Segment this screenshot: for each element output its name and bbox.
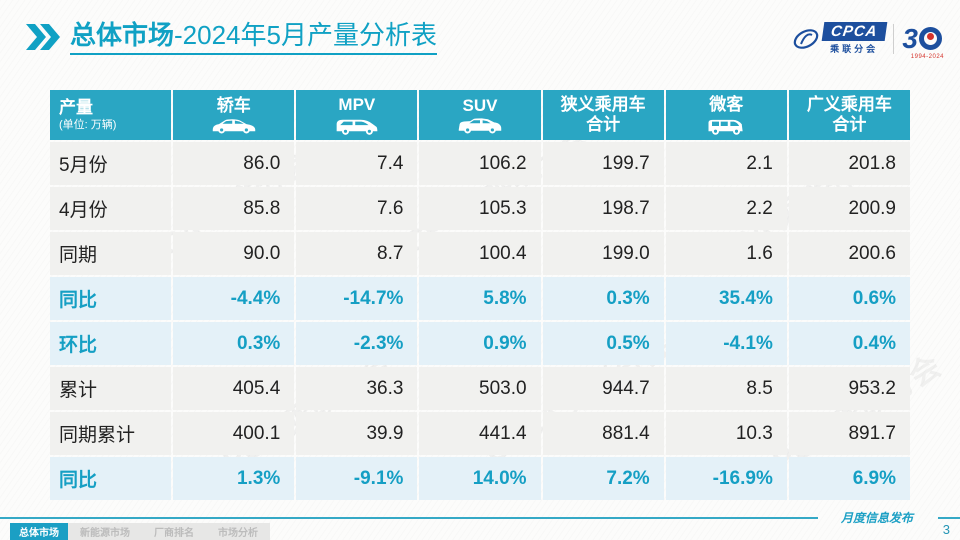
table-row: 累计 405.4 36.3 503.0 944.7 8.5 953.2 xyxy=(50,367,910,410)
header-cell-narrow-pv: 狭义乘用车 合计 xyxy=(542,90,664,140)
header-cell-suv: SUV xyxy=(419,90,541,140)
microvan-icon xyxy=(708,119,743,135)
mpv-icon xyxy=(336,119,378,135)
header-cell-metric: 产量 (单位: 万辆) xyxy=(50,90,172,140)
tab-overall-market[interactable]: 总体市场 xyxy=(10,523,68,540)
footer-rule xyxy=(0,517,818,519)
tab-market-analysis[interactable]: 市场分析 xyxy=(218,528,258,539)
cpca-wordmark: CPCA xyxy=(821,22,887,41)
table-header-row: 产量 (单位: 万辆) 轿车 MPV xyxy=(50,90,910,140)
cpca-logo: CPCA 乘联分会 xyxy=(793,22,887,55)
logo-divider xyxy=(893,23,895,54)
anniversary-digit: 3 xyxy=(902,22,918,54)
header: 总体市场-2024年5月产量分析表 CPCA 乘联分会 3 1994-2024 xyxy=(26,20,943,60)
tab-nev-market[interactable]: 新能源市场 xyxy=(80,528,130,539)
table-row: 同期累计 400.1 39.9 441.4 881.4 10.3 891.7 xyxy=(50,412,910,455)
table-row: 4月份 85.8 7.6 105.3 198.7 2.2 200.9 xyxy=(50,187,910,230)
anniversary-dot-icon xyxy=(927,33,934,40)
footer-rule-right xyxy=(938,517,960,519)
footer-tabstrip: 新能源市场 厂商排名 市场分析 xyxy=(68,523,270,540)
table-row-mom: 环比 0.3% -2.3% 0.9% 0.5% -4.1% 0.4% xyxy=(50,322,910,365)
suv-icon xyxy=(458,118,502,134)
footer-tabbar: 总体市场 新能源市场 厂商排名 市场分析 xyxy=(10,523,270,540)
header-cell-broad-pv: 广义乘用车 合计 xyxy=(788,90,910,140)
logo-group: CPCA 乘联分会 3 1994-2024 xyxy=(793,20,943,60)
table-row: 5月份 86.0 7.4 106.2 199.7 2.1 201.8 xyxy=(50,142,910,185)
header-cell-microvan: 微客 xyxy=(665,90,787,140)
publication-label: 月度信息发布 xyxy=(840,511,913,525)
page-title-rest: -2024年5月产量分析表 xyxy=(174,20,437,50)
double-chevron-icon xyxy=(26,24,60,50)
metric-label: 产量 xyxy=(59,97,93,117)
page-number: 3 xyxy=(942,522,950,537)
table-row: 同期 90.0 8.7 100.4 199.0 1.6 200.6 xyxy=(50,232,910,275)
header-cell-sedan: 轿车 xyxy=(173,90,295,140)
tab-oem-ranking[interactable]: 厂商排名 xyxy=(154,528,194,539)
page-title-section: 总体市场 xyxy=(70,20,175,50)
metric-unit: (单位: 万辆) xyxy=(59,119,117,132)
page-title: 总体市场-2024年5月产量分析表 xyxy=(70,20,437,55)
anniversary-ring-icon xyxy=(919,27,942,50)
header-cell-mpv: MPV xyxy=(296,90,418,140)
anniversary-years: 1994-2024 xyxy=(910,53,944,60)
anniversary-30-logo: 3 1994-2024 xyxy=(902,22,943,60)
cpca-subtitle: 乘联分会 xyxy=(830,44,879,54)
production-table: 产量 (单位: 万辆) 轿车 MPV xyxy=(48,88,912,502)
table-row-yoy: 同比 -4.4% -14.7% 5.8% 0.3% 35.4% 0.6% xyxy=(50,277,910,320)
table-row-cumulative-yoy: 同比 1.3% -9.1% 14.0% 7.2% -16.9% 6.9% xyxy=(50,457,910,500)
sedan-icon xyxy=(212,119,255,134)
cpca-swoosh-icon xyxy=(793,28,819,49)
